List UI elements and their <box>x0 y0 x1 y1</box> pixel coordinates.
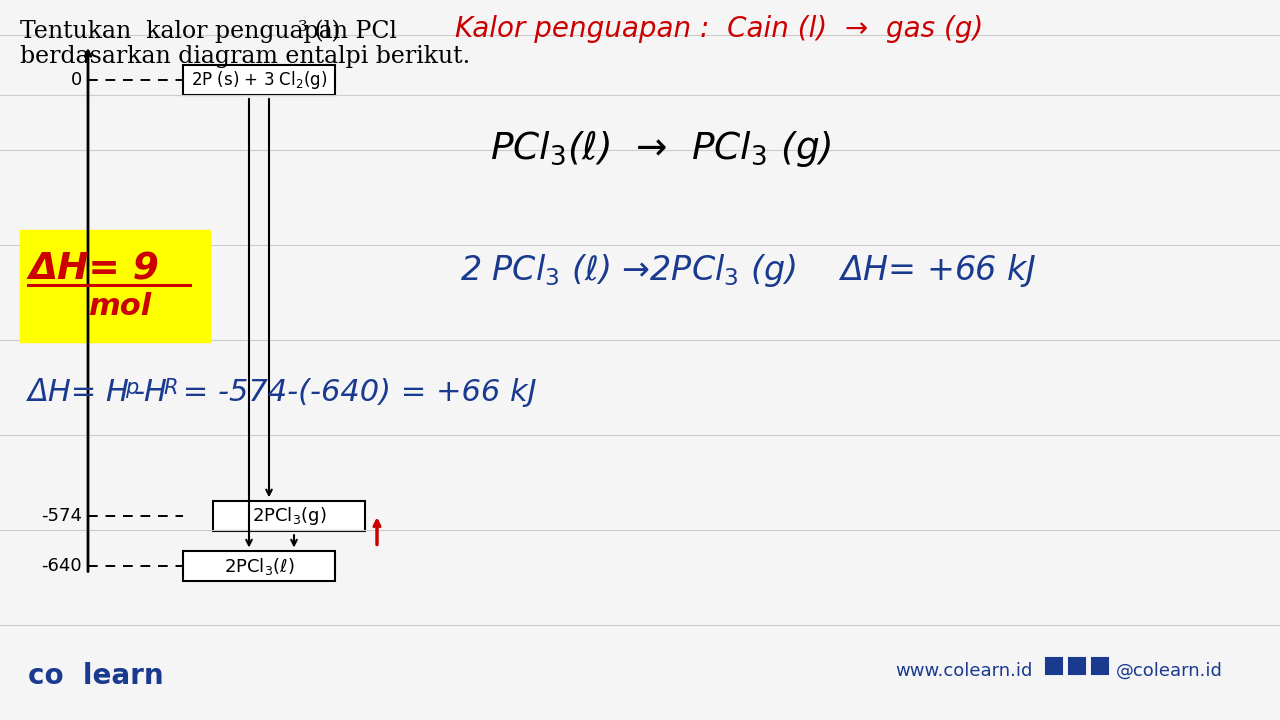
Text: mol: mol <box>88 292 151 321</box>
FancyBboxPatch shape <box>1068 656 1085 675</box>
FancyBboxPatch shape <box>183 552 335 582</box>
Text: 2P (s) + 3 Cl$_2$(g): 2P (s) + 3 Cl$_2$(g) <box>191 69 328 91</box>
Text: 2PCl$_3$(ℓ): 2PCl$_3$(ℓ) <box>224 556 294 577</box>
Text: @colearn.id: @colearn.id <box>1116 662 1222 680</box>
Text: p: p <box>125 378 138 398</box>
Text: 2PCl$_3$(g): 2PCl$_3$(g) <box>252 505 326 527</box>
Text: www.colearn.id: www.colearn.id <box>895 662 1033 680</box>
Text: -574: -574 <box>41 507 82 525</box>
Text: (l): (l) <box>307 20 340 43</box>
Text: 0: 0 <box>70 71 82 89</box>
Text: -640: -640 <box>41 557 82 575</box>
Text: co  learn: co learn <box>28 662 164 690</box>
Text: -H: -H <box>134 378 168 407</box>
Text: ΔH= H: ΔH= H <box>28 378 129 407</box>
Text: Kalor penguapan :  Cain (l)  →  gas (g): Kalor penguapan : Cain (l) → gas (g) <box>454 15 983 43</box>
FancyBboxPatch shape <box>1091 656 1108 675</box>
FancyBboxPatch shape <box>1044 656 1062 675</box>
Text: 2 PCl$_3$ (ℓ) →2PCl$_3$ (g)    ΔH= +66 kJ: 2 PCl$_3$ (ℓ) →2PCl$_3$ (g) ΔH= +66 kJ <box>460 252 1037 289</box>
Text: Tentukan  kalor penguapan PCl: Tentukan kalor penguapan PCl <box>20 20 397 43</box>
Text: = -574-(-640) = +66 kJ: = -574-(-640) = +66 kJ <box>173 378 536 407</box>
FancyBboxPatch shape <box>183 65 335 95</box>
Text: ΔH= 9: ΔH= 9 <box>28 252 159 288</box>
FancyBboxPatch shape <box>20 230 210 342</box>
Text: 3: 3 <box>298 20 307 34</box>
Text: berdasarkan diagram entalpi berikut.: berdasarkan diagram entalpi berikut. <box>20 45 470 68</box>
Text: PCl$_3$(ℓ)  →  PCl$_3$ (g): PCl$_3$(ℓ) → PCl$_3$ (g) <box>490 128 832 169</box>
FancyBboxPatch shape <box>212 501 365 531</box>
Text: R: R <box>163 378 178 398</box>
